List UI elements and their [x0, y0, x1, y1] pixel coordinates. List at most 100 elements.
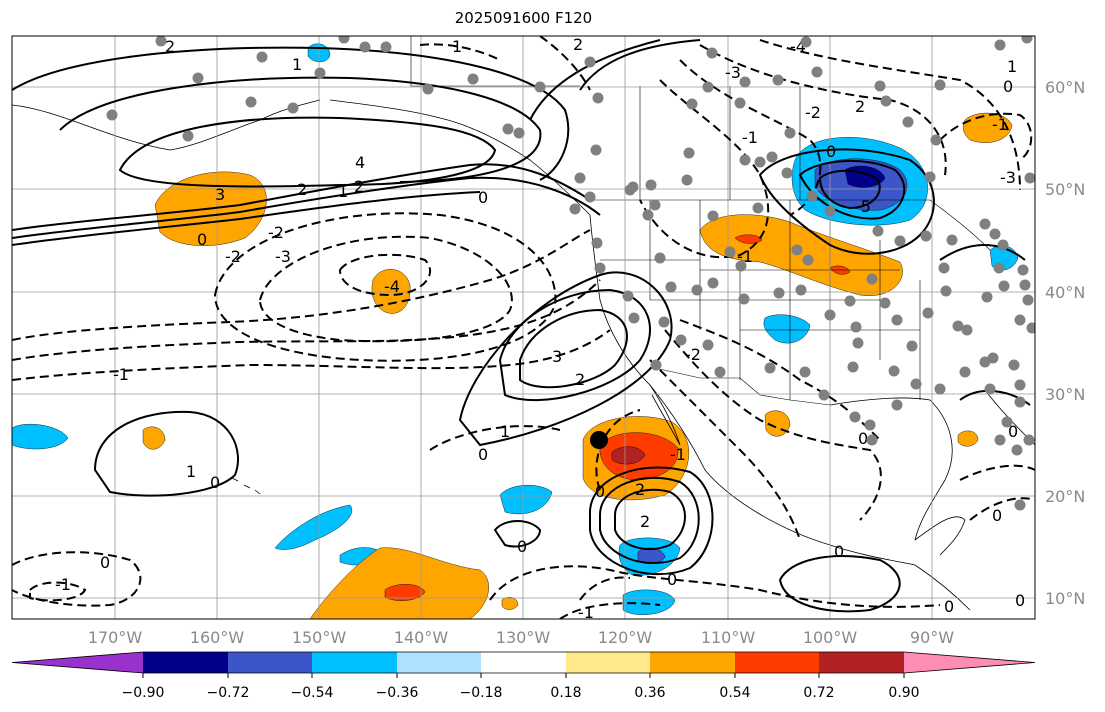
colorbar-swatch: [904, 652, 1035, 673]
contour-neg-trough-3: [699, 44, 947, 176]
contour-neg-east-2: [969, 497, 1035, 521]
lon-label: 130°W: [496, 628, 551, 647]
station-dot: [192, 72, 204, 84]
station-dot: [650, 359, 662, 371]
station-dot: [946, 234, 958, 246]
contour-label: 0: [834, 542, 844, 561]
contour-neg-sw-2: [649, 359, 801, 541]
contour-pos-hurricane-1: [614, 488, 686, 550]
contour-label: 2: [573, 35, 583, 54]
station-dot: [773, 287, 785, 299]
station-dot: [1014, 499, 1026, 511]
station-dot: [106, 109, 118, 121]
contour-neg-low-1: [338, 253, 432, 297]
contour-label: 1: [500, 422, 510, 441]
shade-orange-west: [142, 426, 166, 450]
station-dot: [784, 127, 796, 139]
contour-label: -4: [384, 277, 400, 296]
contour-label: 0: [1015, 591, 1025, 610]
colorbar-tick-label: −0.54: [291, 685, 334, 701]
contour-neg-sw-1: [664, 329, 882, 521]
station-dot: [791, 244, 803, 256]
storm-center-marker[interactable]: [590, 431, 608, 449]
station-dot: [752, 202, 764, 214]
station-dot: [940, 285, 952, 297]
coast-alaska-aleutians: [12, 99, 321, 151]
contour-pos-greatlakes-1: [758, 148, 935, 255]
contour-label: 2: [855, 97, 865, 116]
contour-label: 1: [292, 55, 302, 74]
station-dot: [686, 98, 698, 110]
colorbar-swatch: [735, 652, 819, 673]
station-dot: [772, 74, 784, 86]
colorbar-tick-label: −0.18: [460, 685, 503, 701]
station-dot: [924, 171, 936, 183]
station-dot: [864, 419, 876, 431]
shade-blue-mid-pacific: [499, 485, 553, 515]
alaska-border: [410, 36, 580, 87]
contour-label: -1: [742, 128, 758, 147]
station-dot: [314, 67, 326, 79]
station-dot: [849, 411, 861, 423]
station-dot: [894, 235, 906, 247]
colorbar-tick-label: −0.36: [376, 685, 419, 701]
contour-label: 1: [186, 462, 196, 481]
coast-baja: [649, 384, 681, 446]
station-dot: [707, 210, 719, 222]
colorbar: [11, 651, 1036, 678]
map-area[interactable]: [12, 36, 1035, 619]
lat-label: 30°N: [1045, 385, 1085, 404]
station-dot: [938, 262, 950, 274]
station-dot: [989, 228, 1001, 240]
shade-orange-small: [501, 597, 519, 610]
station-dot: [806, 190, 818, 202]
contour-label: 3: [215, 185, 225, 204]
colorbar-tick-label: 0.90: [888, 685, 919, 701]
station-dot: [1021, 36, 1033, 44]
contour-label: 2: [635, 480, 645, 499]
lon-label: 140°W: [394, 628, 449, 647]
station-dot: [513, 127, 525, 139]
contour-label: -2: [805, 103, 821, 122]
contour-label: -1: [113, 365, 129, 384]
station-dot: [754, 156, 766, 168]
station-dot: [952, 320, 964, 332]
contour-label: 0: [478, 188, 488, 207]
station-dot: [824, 205, 836, 217]
contour-label: -3: [1000, 168, 1016, 187]
contour-label: 1: [338, 182, 348, 201]
station-dot: [1024, 172, 1035, 184]
contour-neg-sw-3: [679, 319, 881, 441]
contour-pos-south: [778, 555, 901, 613]
contour-label: 0: [992, 506, 1002, 525]
station-dot: [739, 76, 751, 88]
contour-label: 0: [100, 553, 110, 572]
shade-red-south: [384, 584, 426, 601]
colorbar-tick-label: 0.72: [803, 685, 834, 701]
contour-label: 2: [297, 180, 307, 199]
station-dot: [654, 252, 666, 264]
station-dot: [683, 147, 695, 159]
contour-neg-low-3: [213, 212, 557, 362]
contour-label: 2: [575, 370, 585, 389]
station-dot: [891, 399, 903, 411]
station-dot: [1008, 359, 1020, 371]
contour-label: -1: [55, 575, 71, 594]
station-dot: [902, 116, 914, 128]
station-dot: [997, 239, 1009, 251]
contour-pos-ridge-west-1: [498, 288, 651, 402]
station-dot: [906, 340, 918, 352]
lat-label: 40°N: [1045, 283, 1085, 302]
us-canada-border: [590, 199, 991, 251]
contour-pos-high-2: [59, 76, 542, 183]
station-dot: [818, 389, 830, 401]
station-dot: [930, 134, 942, 146]
station-dot: [1019, 279, 1031, 291]
contour-label: 0: [478, 445, 488, 464]
station-dot: [628, 312, 640, 324]
station-dot: [658, 316, 670, 328]
station-dot: [764, 362, 776, 374]
contour-neg-hurricane-2: [579, 576, 631, 601]
station-dot: [1014, 396, 1026, 408]
